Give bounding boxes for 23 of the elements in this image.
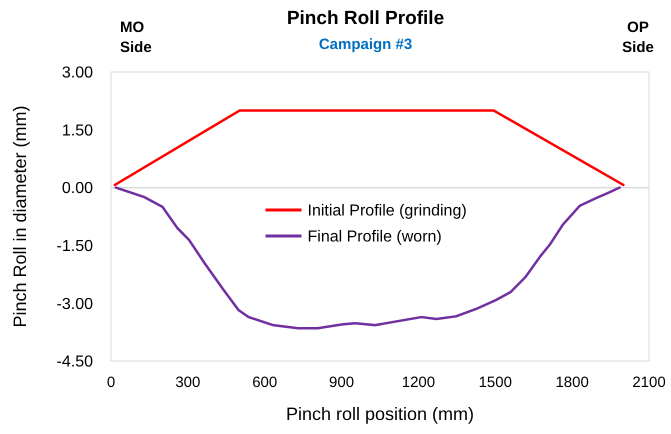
x-tick-label: 600 [252, 374, 278, 391]
x-tick-label: 1200 [402, 374, 436, 391]
text: OP Side [622, 19, 654, 56]
x-tick-label: 2100 [632, 374, 666, 391]
y-tick-label: -1.50 [56, 238, 94, 255]
legend-label: Final Profile (worn) [308, 228, 442, 246]
legend-label: Initial Profile (grinding) [308, 202, 467, 220]
x-tick-label: 1500 [478, 374, 512, 391]
x-axis-title: Pinch roll position (mm) [286, 404, 474, 424]
y-tick-label: 3.00 [62, 64, 94, 82]
y-tick-label: 0.00 [62, 180, 94, 198]
x-tick-label: 1800 [555, 374, 589, 391]
y-tick-label: 1.50 [62, 122, 94, 140]
x-tick-label: 300 [175, 374, 200, 391]
line-series [114, 186, 621, 330]
chart-title: Pinch Roll Profile [286, 8, 444, 29]
chart-subtitle: Campaign #3 [318, 36, 412, 53]
text: MO Side [120, 19, 152, 56]
y-tick-label: -3.00 [56, 296, 94, 313]
x-tick-label: 900 [329, 374, 354, 391]
y-axis-title: Pinch Roll in diameter (mm) [10, 105, 30, 328]
x-tick-label: 0 [106, 374, 116, 391]
y-tick-label: -4.50 [56, 354, 94, 371]
